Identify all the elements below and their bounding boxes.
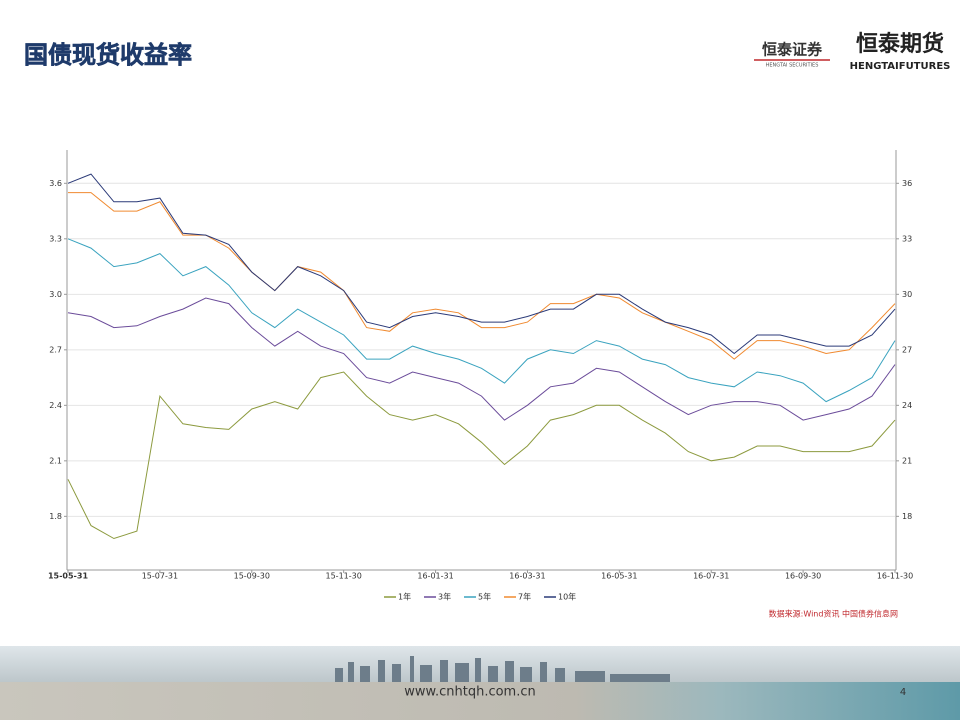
- y2-tick-label: 24: [902, 401, 912, 410]
- x-tick-label: 15-09-30: [234, 572, 270, 581]
- page-number: 4: [900, 687, 906, 698]
- logo2-sub: HENGTAIFUTURES: [850, 61, 951, 72]
- y-tick-label: 3.3: [49, 234, 62, 243]
- x-tick-label: 15-05-31: [48, 572, 88, 581]
- series-line: [67, 238, 896, 403]
- legend-label: 7年: [518, 592, 531, 602]
- x-tick-label: 16-07-31: [693, 572, 729, 581]
- series-line: [67, 297, 896, 421]
- y2-tick-label: 30: [902, 290, 912, 299]
- y-tick-label: 3.0: [49, 290, 62, 299]
- x-tick-label: 15-07-31: [142, 572, 178, 581]
- footer-ground: [0, 682, 960, 720]
- legend-label: 1年: [398, 592, 411, 602]
- series-line: [67, 173, 896, 355]
- legend-label: 10年: [558, 592, 576, 602]
- y-tick-label: 2.1: [49, 456, 62, 465]
- y-tick-label: 2.4: [49, 401, 62, 410]
- chart: 1.8 2.1 2.4 2.7 3.0 3.3 3.6 18 21 24 27 30 33 36 15-05…: [48, 150, 913, 619]
- y2-tick-label: 36: [902, 179, 912, 188]
- series-line: [67, 371, 896, 540]
- logo2: 恒泰期货: [856, 31, 944, 57]
- x-tick-label: 16-01-31: [417, 572, 453, 581]
- y2-tick-label: 33: [902, 234, 912, 243]
- legend-label: 5年: [478, 592, 491, 602]
- x-tick-label: 16-03-31: [509, 572, 545, 581]
- logo1: 恒泰证券: [762, 41, 823, 59]
- logo1-sub: HENGTAI SECURITIES: [766, 63, 819, 69]
- x-tick-label: 16-11-30: [877, 572, 913, 581]
- y-tick-label: 3.6: [49, 179, 62, 188]
- website: www.cnhtqh.com.cn: [404, 685, 535, 700]
- skyline: [335, 656, 670, 682]
- y-tick-label: 2.7: [49, 345, 62, 354]
- x-tick-label: 15-11-30: [326, 572, 362, 581]
- y-tick-label: 1.8: [49, 512, 62, 521]
- y2-tick-label: 27: [902, 345, 912, 354]
- slide-title: 国债现货收益率: [24, 41, 192, 69]
- x-tick-label: 16-09-30: [785, 572, 821, 581]
- y2-tick-label: 18: [902, 512, 912, 521]
- legend-label: 3年: [438, 592, 451, 602]
- y2-tick-label: 21: [902, 456, 912, 465]
- x-tick-label: 16-05-31: [601, 572, 637, 581]
- source-note: 数据来源:Wind资讯 中国债券信息网: [769, 609, 898, 619]
